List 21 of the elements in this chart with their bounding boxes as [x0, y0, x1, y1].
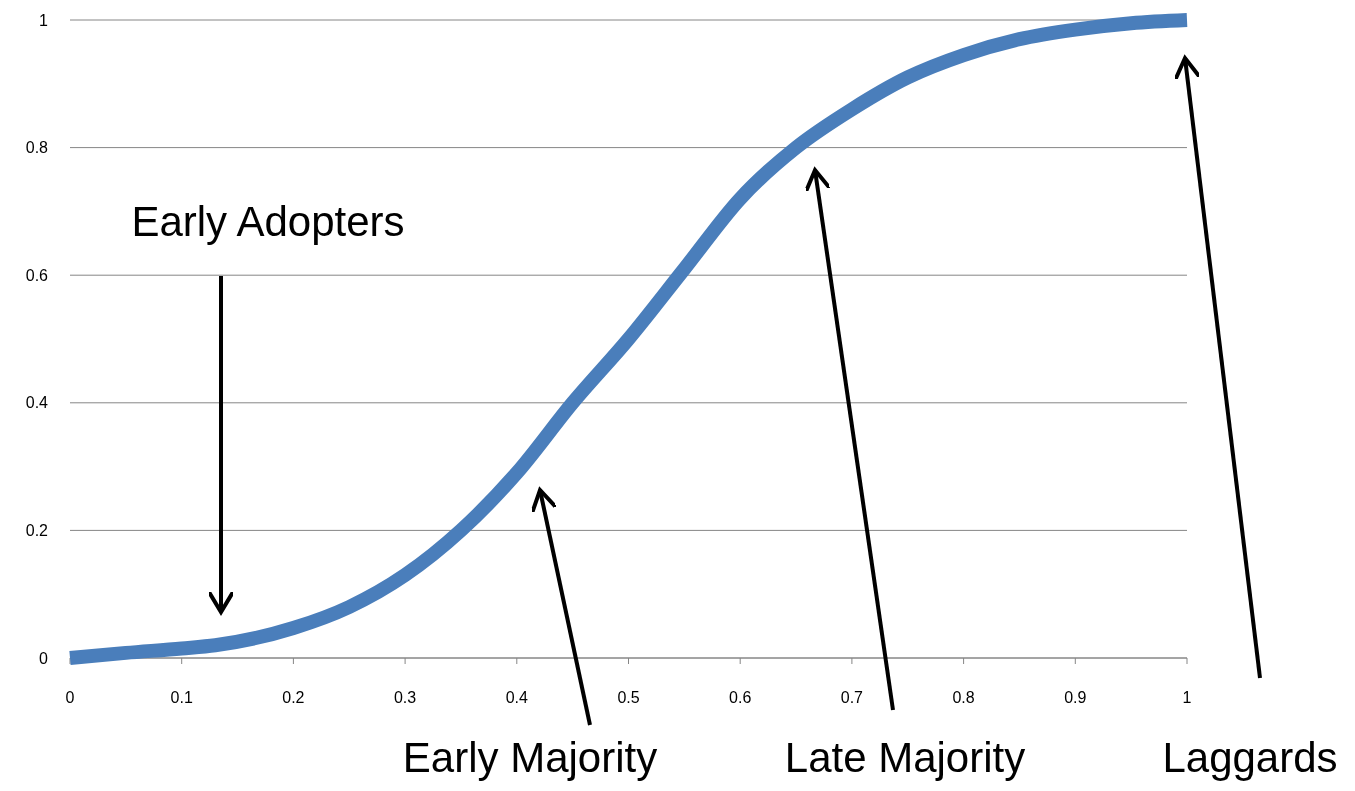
y-tick-label: 0.4 — [25, 394, 49, 412]
x-tick-label: 0.5 — [617, 689, 640, 706]
x-tick-label: 0.3 — [393, 689, 417, 706]
x-tick-label: 0.9 — [1064, 689, 1087, 706]
x-tick-label: 0.8 — [952, 689, 975, 706]
x-tick-label: 0.6 — [729, 689, 752, 706]
y-tick-label: 1 — [39, 11, 49, 29]
x-tick-label: 0 — [65, 689, 75, 706]
text: Late Majority — [784, 734, 1026, 781]
x-tick-label: 0.7 — [840, 689, 864, 706]
x-tick-label: 1 — [1182, 689, 1192, 706]
x-tick-label: 0.2 — [282, 689, 305, 706]
y-tick-label: 0.6 — [25, 266, 49, 284]
x-tick-label: 0.1 — [170, 689, 193, 706]
y-tick-label: 0 — [39, 649, 49, 667]
x-tick-label: 0.4 — [505, 689, 529, 706]
text: Early Majority — [402, 734, 658, 781]
text: Laggards — [1162, 734, 1338, 781]
annotation: Early Adopters — [131, 198, 405, 245]
y-tick-label: 0.2 — [25, 522, 49, 539]
y-tick-label: 0.8 — [25, 139, 49, 157]
